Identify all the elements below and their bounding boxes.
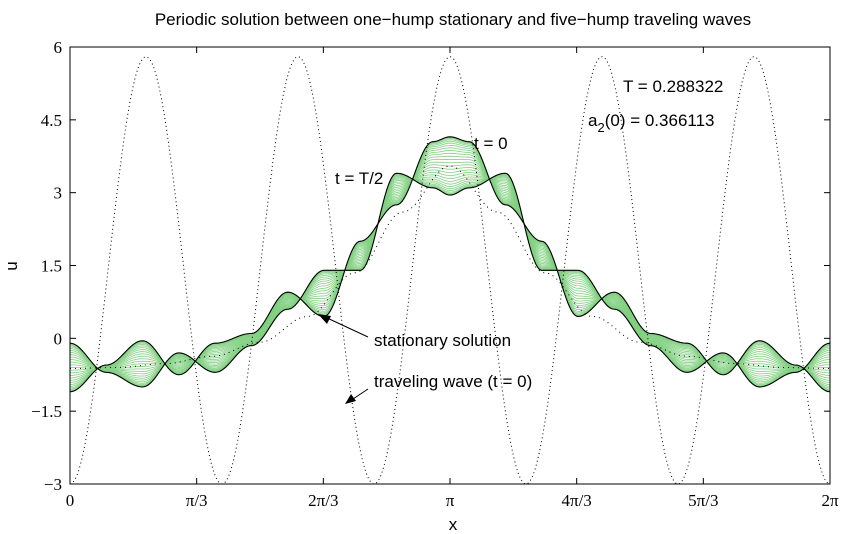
traveling-wave-line xyxy=(70,56,830,484)
t0-curve xyxy=(70,136,830,393)
a2-value: (0) = 0.366113 xyxy=(605,111,715,130)
x-tick-label: 0 xyxy=(66,491,75,510)
a2-letter: a xyxy=(588,111,598,130)
stationary-label: stationary solution xyxy=(374,331,511,350)
a2-annotation: a2(0) = 0.366113 xyxy=(588,111,715,135)
x-tick-label: 5π/3 xyxy=(688,491,718,510)
t0-label: t = 0 xyxy=(474,134,508,153)
x-axis-label: x xyxy=(449,515,458,534)
y-axis-label: u xyxy=(2,261,21,270)
envelope-curve xyxy=(70,138,830,391)
stationary-arrow xyxy=(318,314,369,338)
x-tick-label: 2π/3 xyxy=(308,491,338,510)
axes-box xyxy=(69,46,831,485)
plot-area: 0 π/3 2π/3 π 4π/3 5π/3 2π −3 −1.5 0 1.5 3 4.5 6 xyxy=(31,38,839,510)
traveling-label: traveling wave (t = 0) xyxy=(374,372,532,391)
envelope-curve xyxy=(70,174,830,386)
x-tick-label: π/3 xyxy=(186,491,208,510)
t-half-curve xyxy=(70,172,830,388)
x-tick-label: π xyxy=(446,491,455,510)
traveling-arrow xyxy=(345,388,369,404)
y-tick-label: −3 xyxy=(44,475,62,494)
chart-title: Periodic solution between one−hump stati… xyxy=(155,10,751,29)
period-annotation: T = 0.288322 xyxy=(623,77,723,96)
envelope-curve xyxy=(70,176,830,383)
y-tick-label: 3 xyxy=(54,184,63,203)
series-lines xyxy=(70,56,830,484)
y-tick-label: 0 xyxy=(54,329,63,348)
envelope-curve xyxy=(70,139,830,390)
t-half-label: t = T/2 xyxy=(335,169,383,188)
envelope-curve xyxy=(70,175,830,384)
x-tick-label: 2π xyxy=(821,491,839,510)
y-tick-label: 4.5 xyxy=(41,111,62,130)
axis-ticks: 0 π/3 2π/3 π 4π/3 5π/3 2π −3 −1.5 0 1.5 3 4.5 6 xyxy=(31,38,839,510)
y-tick-label: 1.5 xyxy=(41,257,62,276)
y-tick-label: −1.5 xyxy=(31,402,62,421)
a2-subscript: 2 xyxy=(597,120,604,135)
x-tick-label: 4π/3 xyxy=(562,491,592,510)
y-tick-label: 6 xyxy=(54,38,63,57)
